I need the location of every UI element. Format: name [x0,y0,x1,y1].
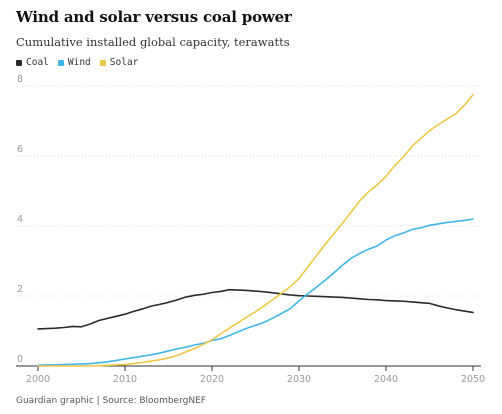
series-line-wind [37,218,474,367]
series-line-solar [37,93,474,367]
x-tick-label-2010: 2010 [113,374,137,385]
legend-item-wind: Wind [57,57,91,68]
legend-item-solar: Solar [99,57,139,68]
y-tick-label-2: 2 [17,284,23,295]
legend-swatch-wind [57,59,64,66]
series-line-coal [37,288,474,330]
legend-swatch-coal [16,59,22,66]
y-tick-label-0: 0 [17,354,23,365]
legend-label-coal: Coal [26,57,49,68]
legend-item-coal: Coal [16,57,49,68]
y-tick-label-8: 8 [17,74,23,85]
x-tick-label-2040: 2040 [374,374,398,385]
source-note: Guardian graphic | Source: BloombergNEF [16,396,206,406]
x-tick-label-2020: 2020 [200,374,224,385]
x-tick-label-2000: 2000 [26,374,50,385]
chart-title: Wind and solar versus coal power [16,8,292,26]
legend-label-wind: Wind [67,57,91,68]
chart-subtitle: Cumulative installed global capacity, te… [16,35,290,49]
legend-swatch-solar [99,59,106,66]
legend: Coal Wind Solar [16,57,138,68]
y-tick-label-4: 4 [17,214,23,225]
legend-label-solar: Solar [109,57,139,68]
x-tick-label-2050: 2050 [461,374,485,385]
x-tick-label-2030: 2030 [287,374,311,385]
y-tick-label-6: 6 [17,144,23,155]
